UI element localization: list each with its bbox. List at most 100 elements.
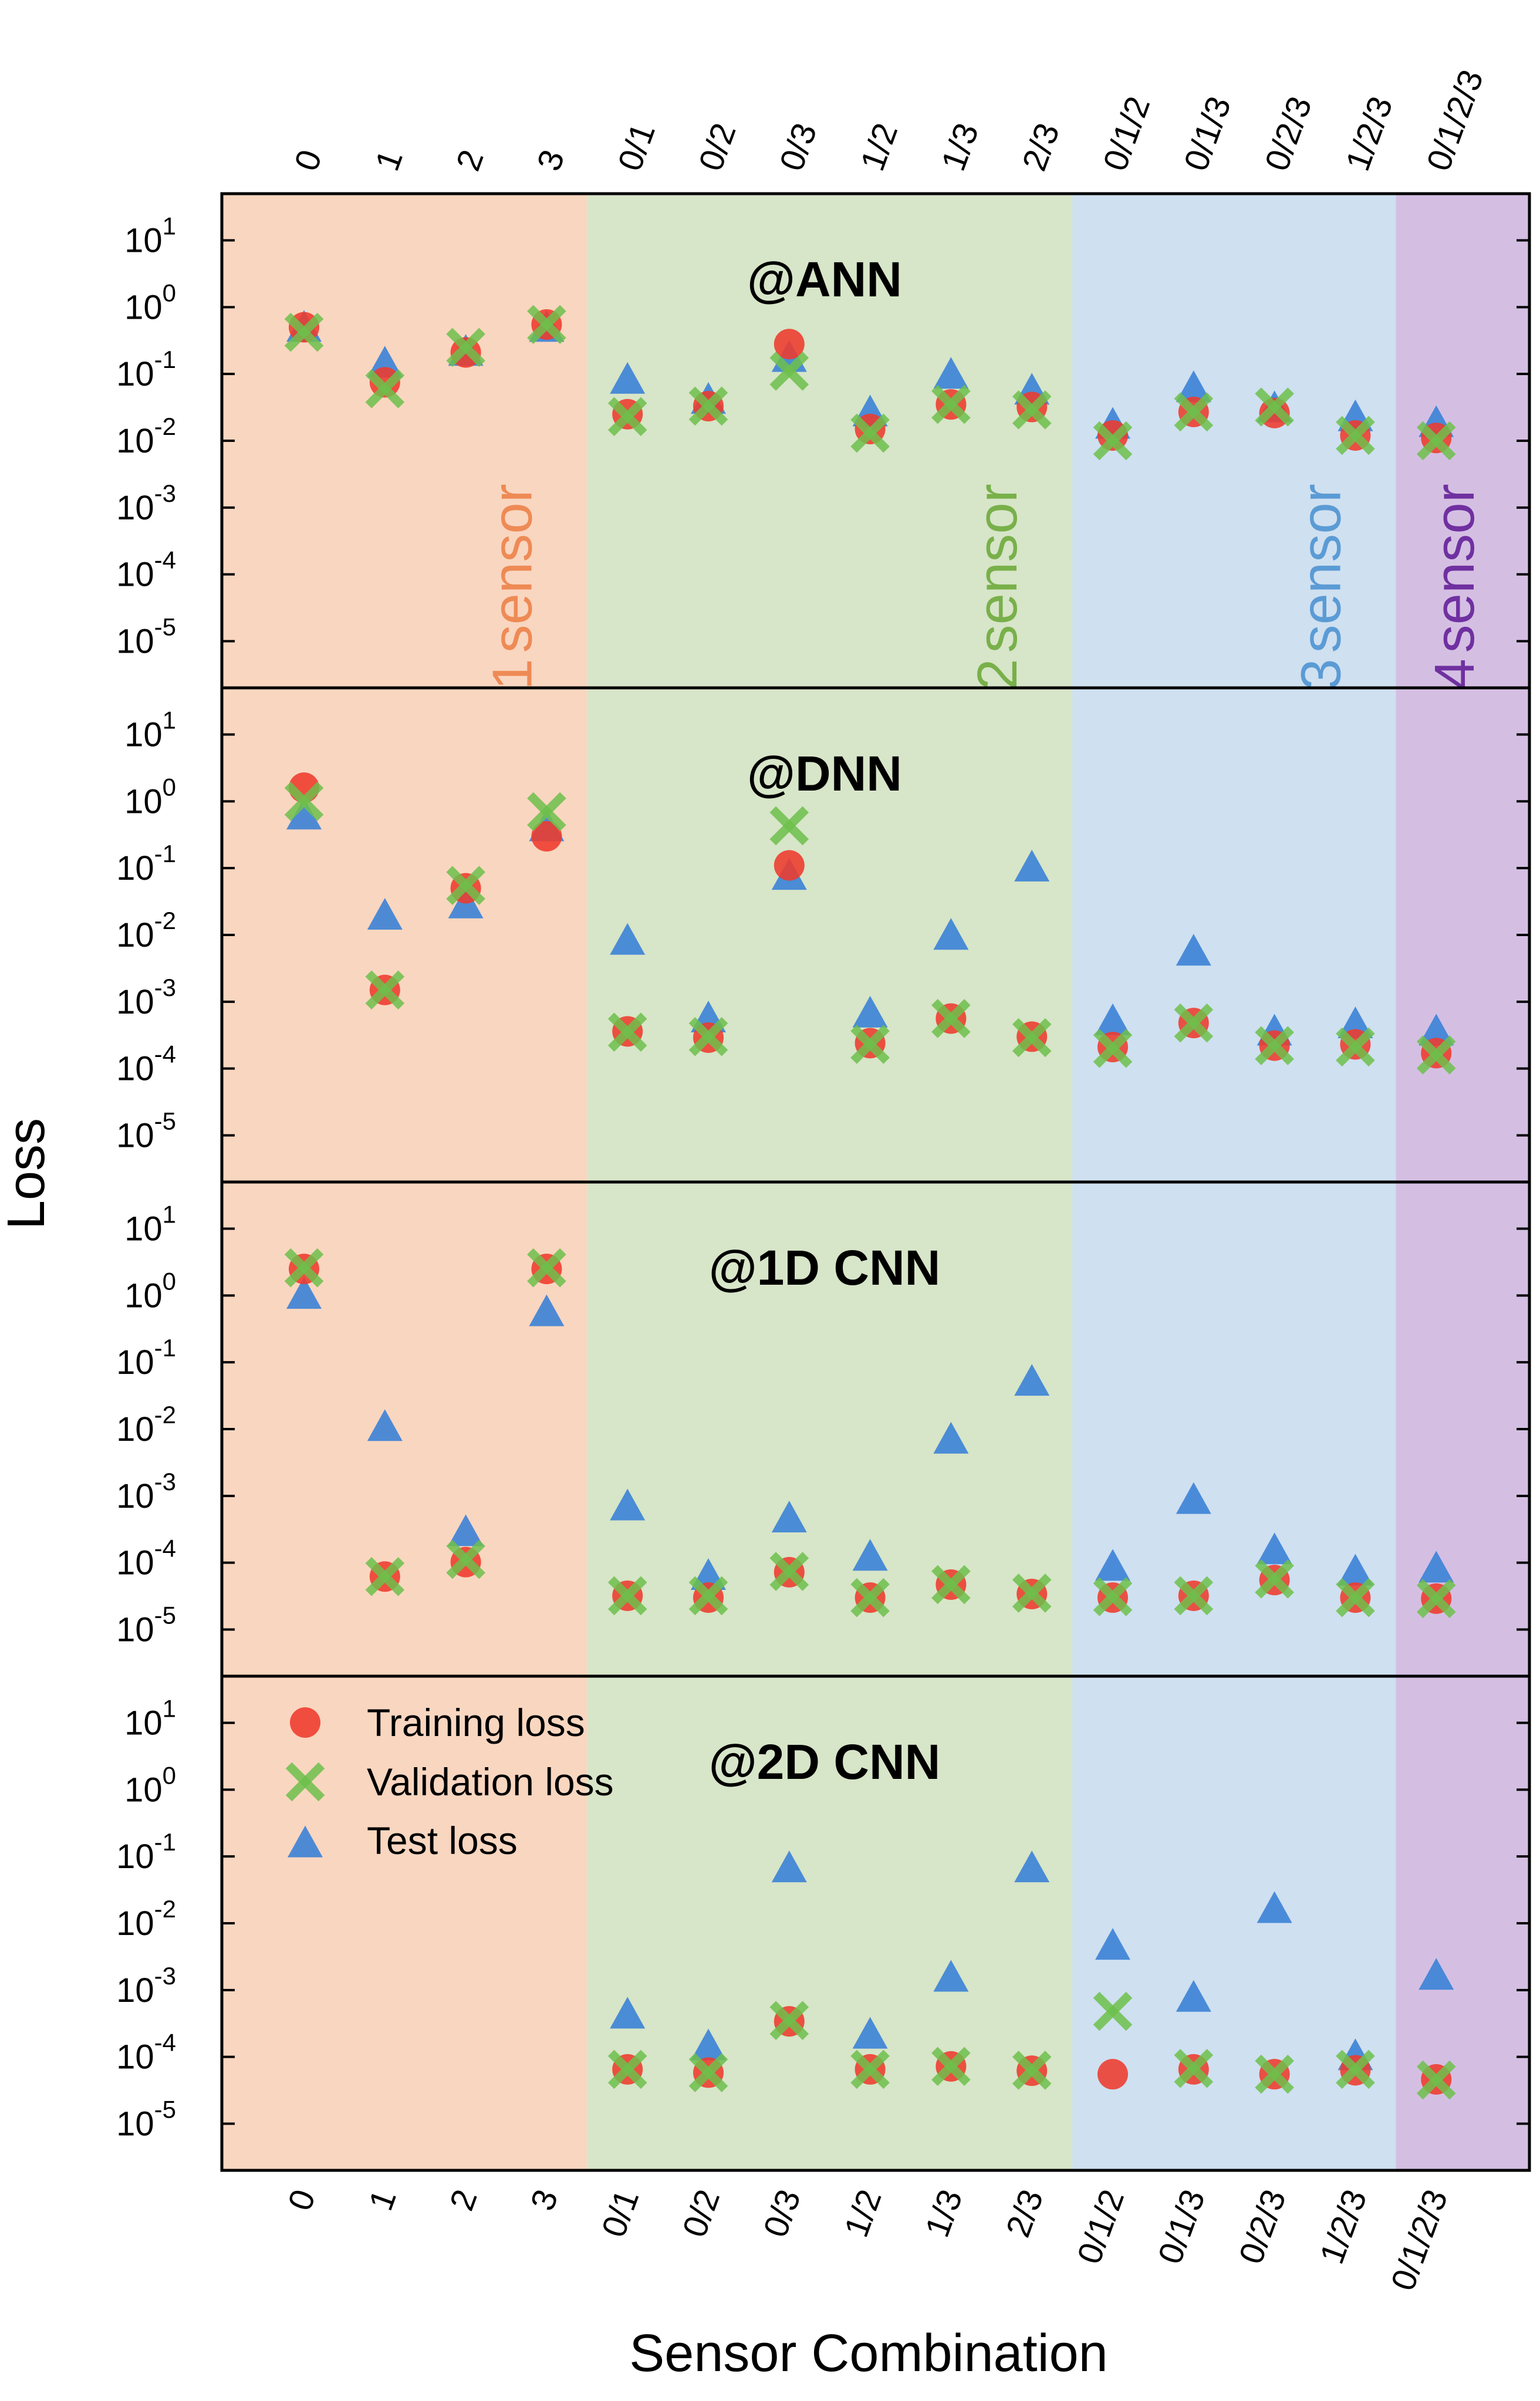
top-category-label: 0/2 xyxy=(691,118,744,175)
validation-point xyxy=(1174,1576,1214,1616)
bottom-category-label: 0/2 xyxy=(676,2184,728,2242)
y-tick-base: 10 xyxy=(116,355,154,393)
y-tick-exponent: 1 xyxy=(163,1695,176,1723)
cross-stroke-b xyxy=(1416,1579,1456,1619)
group-label-text: sensor xyxy=(1423,484,1486,653)
y-tick-label: 100 xyxy=(124,1761,176,1809)
validation-point xyxy=(688,1576,728,1616)
y-tick-label: 10-2 xyxy=(116,1895,176,1943)
validation-point xyxy=(769,1552,809,1591)
cross-stroke-b xyxy=(931,1565,971,1605)
cross-stroke-b xyxy=(1093,421,1133,461)
y-tick-base: 10 xyxy=(116,1610,154,1649)
cross-stroke-b xyxy=(1336,1027,1375,1067)
test-point xyxy=(691,2028,726,2061)
y-tick-label: 10-4 xyxy=(116,1041,176,1088)
group-label-digit: 1 xyxy=(481,658,543,690)
validation-point xyxy=(284,1248,324,1288)
y-tick-label: 10-5 xyxy=(116,1107,176,1154)
cross-stroke-b xyxy=(1093,1029,1133,1068)
y-tick-exponent: -5 xyxy=(154,613,176,640)
test-point xyxy=(1338,1006,1373,1038)
cross-stroke-b xyxy=(1416,421,1456,461)
training-point xyxy=(1097,2059,1128,2090)
test-point xyxy=(367,1409,403,1441)
y-tick-base: 10 xyxy=(116,1971,154,2010)
top-category-label: 1/2 xyxy=(853,118,906,175)
validation-point xyxy=(931,2047,971,2086)
top-category-label: 0/1/3 xyxy=(1177,92,1238,175)
test-point xyxy=(1014,849,1050,882)
test-point xyxy=(771,1500,807,1532)
y-tick-label: 10-3 xyxy=(116,1468,176,1515)
validation-point xyxy=(446,866,485,906)
cross-stroke-b xyxy=(931,999,971,1038)
y-tick-label: 100 xyxy=(124,279,176,326)
group-label-layer: 1 sensor 2 sensor 3 sensor 4 sensor xyxy=(481,484,1486,690)
y-tick-exponent: -5 xyxy=(154,1601,176,1629)
validation-point xyxy=(1174,392,1214,432)
validation-point xyxy=(1416,1579,1456,1619)
legend-marker-x xyxy=(285,1762,325,1802)
validation-point xyxy=(769,2001,809,2041)
y-tick-base: 10 xyxy=(116,2105,154,2143)
validation-point xyxy=(1255,2054,1294,2094)
cross-stroke-b xyxy=(365,369,405,408)
y-tick-base: 10 xyxy=(116,556,154,594)
validation-point xyxy=(1255,1559,1294,1599)
y-tick-base: 10 xyxy=(124,716,163,754)
validation-point xyxy=(1336,2049,1375,2089)
validation-point xyxy=(850,413,890,453)
test-point xyxy=(1419,1014,1454,1046)
validation-point xyxy=(1093,1577,1133,1616)
y-tick-label: 101 xyxy=(124,1695,176,1743)
cross-stroke-b xyxy=(1255,2054,1294,2094)
y-tick-exponent: -3 xyxy=(154,1962,176,1990)
y-tick-exponent: -1 xyxy=(154,1334,176,1362)
cross-stroke-b xyxy=(1012,1573,1052,1613)
test-point xyxy=(1257,1532,1292,1565)
test-point xyxy=(1095,1928,1130,1960)
validation-point xyxy=(365,1556,405,1596)
y-tick-label: 10-4 xyxy=(116,2029,176,2076)
cross-stroke-b xyxy=(607,397,647,437)
bottom-category-label: 0/3 xyxy=(756,2184,808,2242)
validation-point xyxy=(284,312,324,352)
test-point xyxy=(1338,1554,1373,1586)
group-label-digit: 3 xyxy=(1289,658,1352,690)
cross-stroke-b xyxy=(769,1552,809,1591)
test-point xyxy=(529,1294,565,1326)
test-point xyxy=(286,1277,322,1309)
test-point xyxy=(286,798,322,830)
cross-stroke-b xyxy=(446,866,485,906)
y-tick-label: 10-4 xyxy=(116,1535,176,1582)
test-point xyxy=(1095,1549,1130,1581)
cross-stroke-b xyxy=(1336,1578,1375,1617)
top-category-label: 1/3 xyxy=(934,118,987,175)
series-validation-points xyxy=(284,782,1456,1075)
cross-stroke-b xyxy=(769,806,809,846)
test-point xyxy=(933,357,969,389)
y-tick-base: 10 xyxy=(116,1343,154,1382)
test-point xyxy=(1014,1364,1050,1396)
cross-stroke-b xyxy=(1174,2049,1214,2088)
cross-stroke-b xyxy=(284,1248,324,1288)
bottom-category-label: 2 xyxy=(443,2184,485,2216)
test-point xyxy=(1014,1850,1050,1883)
y-tick-base: 10 xyxy=(116,1477,154,1515)
cross-stroke-b xyxy=(1336,416,1375,455)
top-category-label: 1/2/3 xyxy=(1339,92,1400,175)
cross-stroke-b xyxy=(446,327,485,367)
y-tick-base: 10 xyxy=(116,1544,154,1582)
y-tick-exponent: -1 xyxy=(154,346,176,373)
y-tick-base: 10 xyxy=(124,288,163,326)
y-tick-label: 10-3 xyxy=(116,479,176,527)
y-tick-base: 10 xyxy=(116,916,154,954)
bottom-category-label: 0/1 xyxy=(595,2184,647,2242)
test-point xyxy=(367,897,403,930)
cross-stroke-b xyxy=(1416,2060,1456,2100)
group-label-2-sensor: 2 sensor xyxy=(966,484,1029,690)
y-tick-exponent: -4 xyxy=(154,1041,176,1068)
y-tick-exponent: -1 xyxy=(154,840,176,867)
